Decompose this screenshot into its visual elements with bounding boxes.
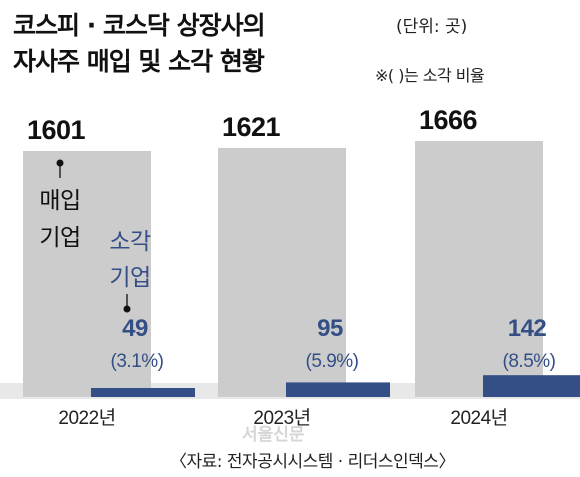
bar-buy-1: [23, 150, 151, 397]
retire-annotation-dot: [123, 305, 131, 313]
ratio-label-retire-3: (8.5%): [503, 351, 556, 372]
bar-buy-3: [415, 141, 543, 397]
bar-buy-2: [218, 147, 346, 397]
unit-label: (단위: 곳): [396, 17, 468, 37]
value-label-retire-2: 95: [317, 315, 343, 342]
ratio-label-retire-1: (3.1%): [111, 351, 164, 372]
ratio-note: ※( )는 소각 비율: [375, 66, 485, 85]
source-note: 〈자료: 전자공시시스템 · 리더스인덱스〉: [170, 452, 455, 472]
buy-annotation-label-2: 기업: [39, 224, 80, 250]
value-label-buy-3: 1666: [419, 105, 478, 135]
retire-annotation-label-2: 기업: [109, 264, 150, 290]
x-tick-label-2: 2023년: [253, 407, 310, 429]
chart-title-line-2: 자사주 매입 및 소각 현황: [13, 47, 265, 76]
bar-retire-3: [483, 375, 580, 397]
bar-retire-2: [286, 382, 390, 397]
value-label-buy-2: 1621: [222, 112, 281, 142]
ratio-label-retire-2: (5.9%): [306, 351, 359, 372]
chart-title-line-1: 코스피 · 코스닥 상장사의: [13, 11, 266, 40]
bar-retire-1: [91, 388, 195, 397]
retire-annotation-label-1: 소각: [109, 228, 151, 254]
x-tick-label-1: 2022년: [58, 407, 115, 429]
x-tick-label-3: 2024년: [450, 407, 507, 429]
watermark: 서울신문: [242, 425, 305, 445]
value-label-retire-1: 49: [122, 315, 148, 342]
value-label-retire-3: 142: [508, 315, 547, 342]
value-label-buy-1: 1601: [27, 115, 86, 145]
buy-annotation-label-1: 매입: [39, 187, 80, 213]
